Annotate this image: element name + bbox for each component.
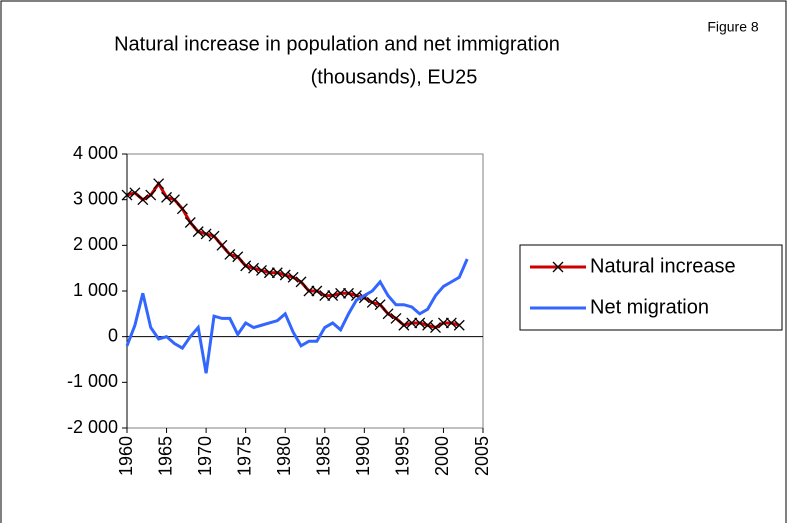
marker [169, 194, 180, 206]
marker [374, 299, 386, 311]
y-tick-label: 4 000 [73, 143, 118, 163]
x-tick-label: 1980 [274, 436, 294, 476]
marker [319, 290, 331, 302]
x-tick-label: 1965 [155, 436, 175, 476]
marker [390, 312, 402, 324]
marker [445, 317, 457, 329]
y-tick-label: 2 000 [73, 234, 118, 254]
marker [200, 228, 212, 240]
marker [327, 290, 339, 302]
marker [406, 317, 418, 329]
marker [414, 317, 426, 329]
x-tick-label: 1960 [116, 436, 136, 476]
marker [287, 271, 299, 283]
x-tick-label: 2000 [432, 436, 452, 476]
y-tick-label: 3 000 [73, 188, 118, 208]
marker [335, 287, 347, 299]
marker [216, 239, 228, 251]
marker [224, 249, 236, 260]
marker [271, 267, 283, 279]
series-line [125, 258, 469, 374]
x-tick-label: 1995 [393, 436, 413, 476]
marker [279, 269, 291, 281]
marker [184, 217, 196, 228]
chart-title: (thousands), EU25 [311, 66, 478, 88]
marker [398, 319, 410, 331]
marker [295, 276, 307, 288]
y-tick-label: 0 [108, 325, 118, 345]
legend-label: Net migration [590, 296, 709, 318]
marker [161, 191, 173, 203]
marker [248, 262, 260, 274]
marker [303, 285, 315, 297]
y-tick-label: -1 000 [67, 371, 118, 391]
marker [121, 189, 133, 201]
marker [430, 322, 441, 333]
marker [453, 319, 465, 331]
marker [137, 194, 149, 206]
chart-title: Natural increase in population and net i… [114, 33, 560, 55]
marker [422, 319, 434, 331]
marker [263, 267, 275, 279]
marker [192, 226, 204, 238]
legend [519, 244, 783, 331]
marker [382, 308, 394, 320]
x-tick-label: 2005 [472, 436, 492, 476]
marker [145, 189, 157, 201]
marker [153, 178, 165, 190]
marker [437, 317, 449, 329]
legend-marker [552, 261, 564, 273]
marker [256, 264, 267, 276]
x-tick-label: 1970 [195, 436, 215, 476]
marker [232, 251, 244, 263]
marker [366, 296, 378, 308]
marker [311, 285, 323, 297]
marker [208, 230, 220, 242]
legend-label: Natural increase [590, 255, 736, 277]
marker [343, 287, 354, 299]
x-tick-label: 1975 [234, 436, 254, 476]
annotation: Figure 8 [707, 19, 759, 35]
marker [129, 187, 141, 199]
y-tick-label: -2 000 [67, 417, 118, 437]
marker [240, 260, 252, 272]
x-tick-label: 1990 [353, 436, 373, 476]
x-tick-label: 1985 [314, 436, 334, 476]
y-tick-label: 1 000 [73, 280, 118, 300]
marker [176, 203, 188, 215]
